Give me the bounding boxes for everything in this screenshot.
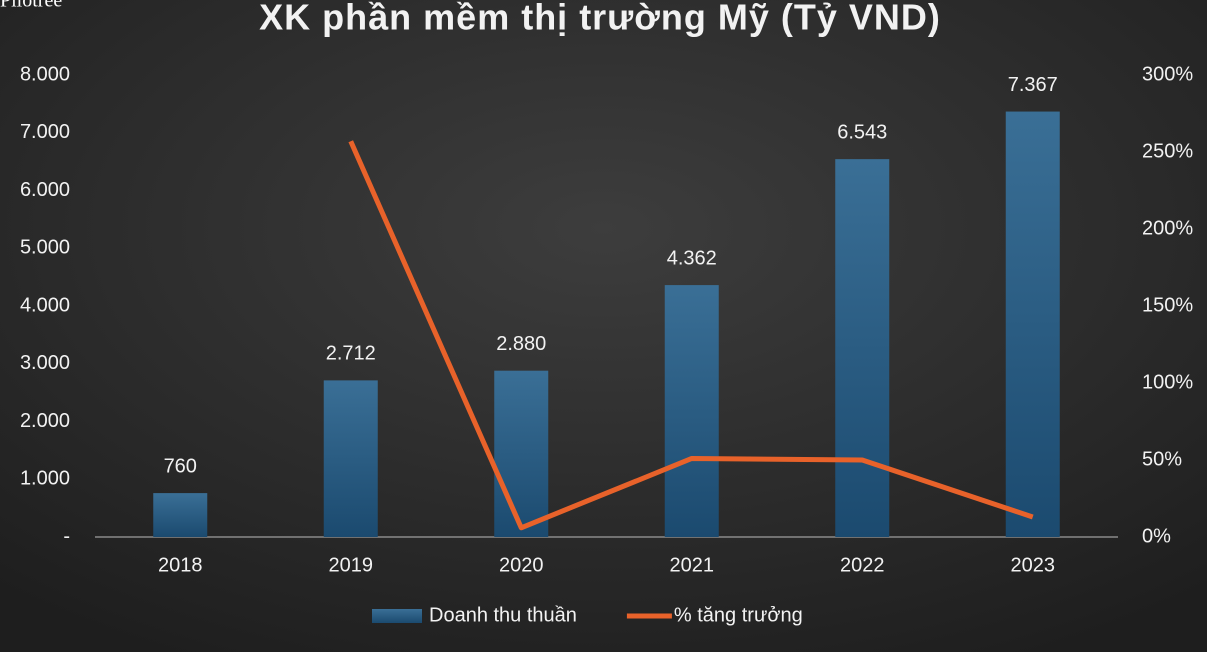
x-tick-label: 2021 xyxy=(670,554,715,576)
y2-tick-label: 250% xyxy=(1142,140,1193,162)
bar xyxy=(664,285,719,537)
y-tick-label: 5.000 xyxy=(20,237,70,259)
bar xyxy=(153,493,208,537)
legend-swatch xyxy=(372,609,422,623)
watermark: Pilotree xyxy=(0,0,62,12)
y-tick-label: 8.000 xyxy=(20,63,70,85)
value-label: 7.367 xyxy=(1008,74,1058,96)
y-tick-label: 4.000 xyxy=(20,294,70,316)
x-tick-label: 2018 xyxy=(158,554,203,576)
bar xyxy=(494,370,549,537)
legend-label: Doanh thu thuần xyxy=(429,604,577,626)
x-tick-label: 2022 xyxy=(840,554,885,576)
x-tick-label: 2019 xyxy=(329,554,374,576)
x-tick-label: 2023 xyxy=(1011,554,1056,576)
value-label: 2.880 xyxy=(496,333,546,355)
y2-tick-label: 200% xyxy=(1142,217,1193,239)
legend-label: % tăng trưởng xyxy=(674,604,803,626)
y2-tick-label: 0% xyxy=(1142,525,1171,547)
y-tick-label: - xyxy=(63,525,70,547)
x-tick-label: 2020 xyxy=(499,554,544,576)
y2-tick-label: 150% xyxy=(1142,294,1193,316)
value-label: 6.543 xyxy=(837,121,887,143)
y2-tick-label: 300% xyxy=(1142,63,1193,85)
y-tick-label: 1.000 xyxy=(20,468,70,490)
y-tick-label: 2.000 xyxy=(20,410,70,432)
value-label: 4.362 xyxy=(667,247,717,269)
value-label: 2.712 xyxy=(326,343,376,365)
value-label: 760 xyxy=(164,455,197,477)
y-tick-label: 3.000 xyxy=(20,352,70,374)
bar xyxy=(323,380,378,537)
y2-tick-label: 50% xyxy=(1142,448,1182,470)
y-tick-label: 7.000 xyxy=(20,121,70,143)
y2-tick-label: 100% xyxy=(1142,371,1193,393)
bar xyxy=(835,159,890,537)
bar xyxy=(1005,111,1060,537)
line-series xyxy=(348,140,1034,531)
chart-title: XK phần mềm thị trường Mỹ (Tỷ VND) xyxy=(259,0,941,38)
y-tick-label: 6.000 xyxy=(20,179,70,201)
